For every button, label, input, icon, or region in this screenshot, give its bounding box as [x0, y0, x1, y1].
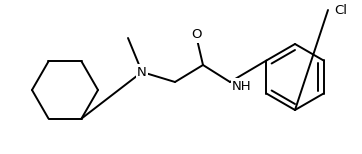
- Text: O: O: [191, 28, 201, 41]
- Text: NH: NH: [232, 79, 252, 93]
- Text: N: N: [137, 65, 147, 79]
- Text: Cl: Cl: [334, 4, 347, 16]
